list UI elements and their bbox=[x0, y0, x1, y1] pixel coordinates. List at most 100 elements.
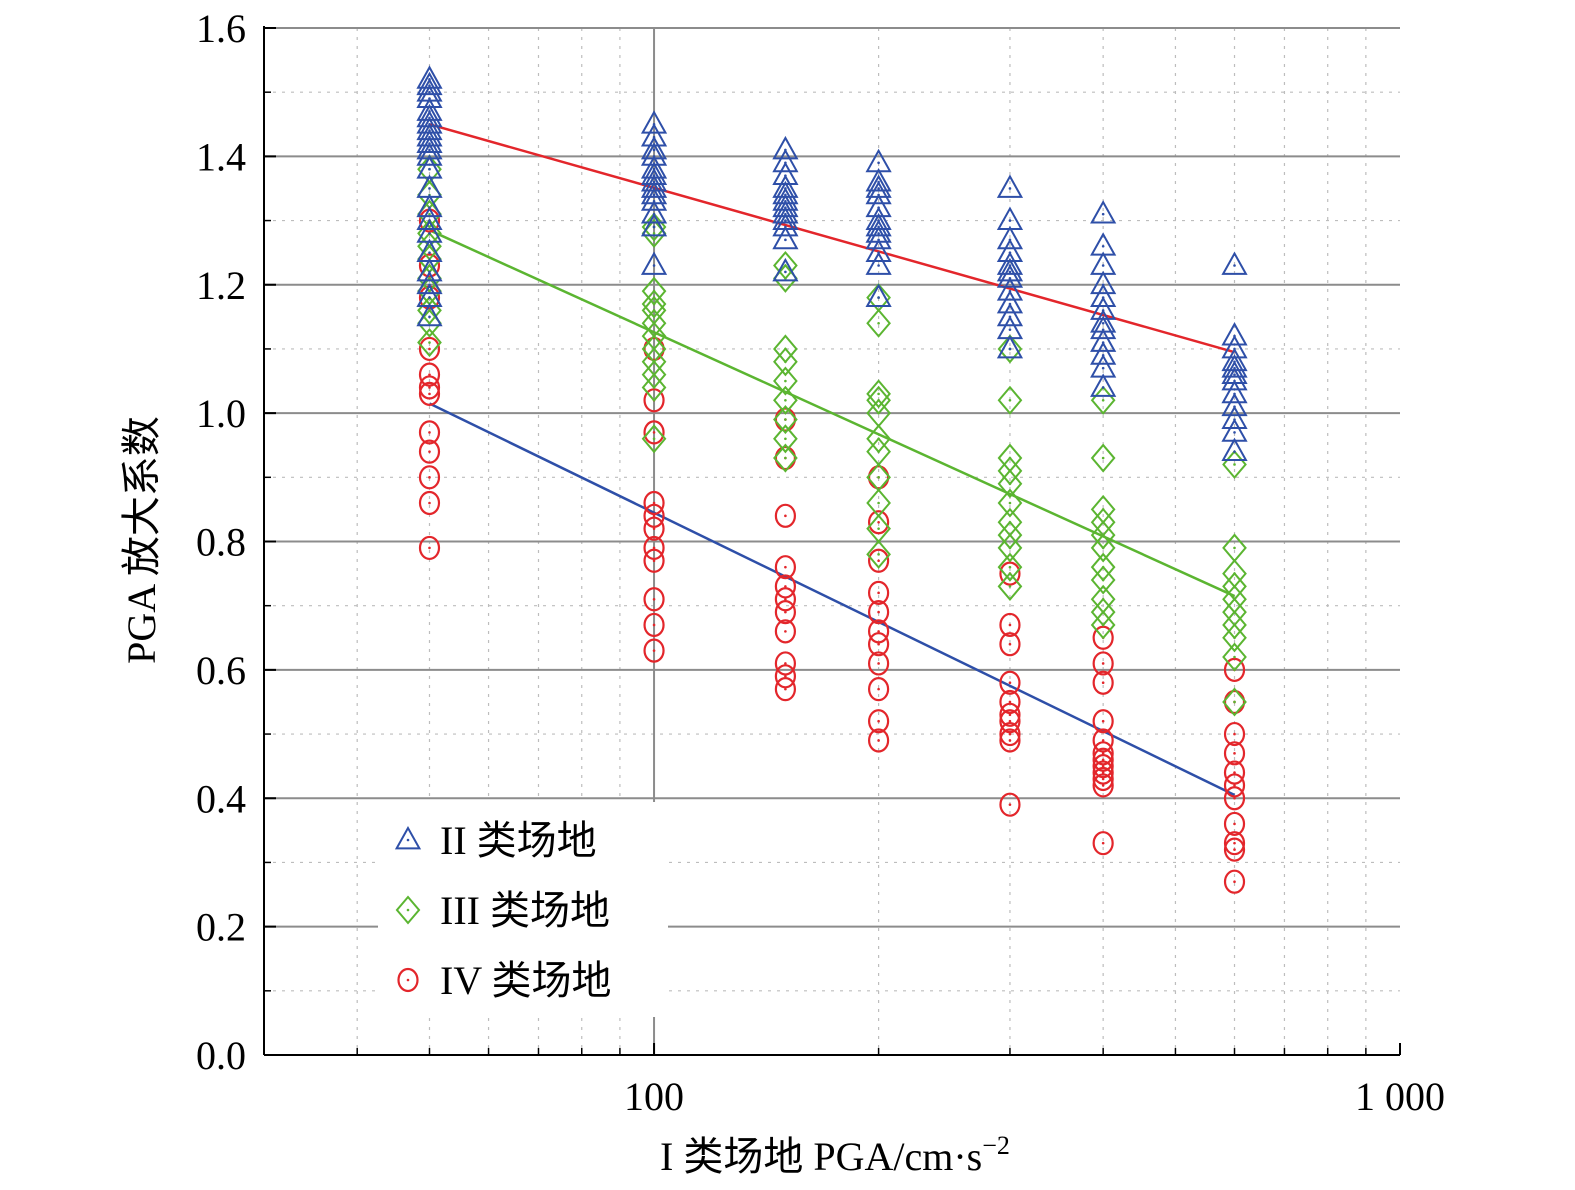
data-point bbox=[772, 212, 799, 237]
data-point-dot bbox=[1101, 719, 1105, 723]
data-point-dot bbox=[652, 559, 656, 563]
data-point-dot bbox=[1101, 623, 1105, 627]
data-point-dot bbox=[428, 546, 431, 550]
data-point-dot bbox=[428, 296, 431, 299]
data-point bbox=[996, 289, 1024, 314]
data-point-dot bbox=[428, 187, 431, 190]
data-point bbox=[640, 212, 668, 237]
data-point bbox=[418, 362, 441, 387]
y-tick-label: 1.0 bbox=[196, 391, 246, 436]
data-point bbox=[416, 302, 443, 327]
data-point bbox=[1090, 283, 1117, 307]
data-point-dot bbox=[784, 418, 787, 421]
data-point-dot bbox=[1008, 713, 1012, 717]
data-point-dot bbox=[428, 476, 431, 479]
data-point-dot bbox=[1233, 732, 1236, 736]
legend-marker-dot bbox=[406, 838, 410, 842]
data-point bbox=[418, 375, 441, 400]
data-point bbox=[867, 600, 890, 625]
data-point-dot bbox=[877, 187, 880, 190]
data-point bbox=[997, 469, 1023, 499]
data-point bbox=[1221, 366, 1248, 391]
data-point-dot bbox=[652, 597, 656, 601]
data-point bbox=[1223, 831, 1246, 856]
data-point bbox=[1223, 741, 1246, 766]
data-point bbox=[640, 110, 668, 134]
data-point bbox=[867, 465, 890, 490]
data-point-dot bbox=[1101, 784, 1105, 787]
x-axis-title-superscript: −2 bbox=[982, 1131, 1010, 1160]
data-point bbox=[643, 612, 665, 638]
data-point bbox=[1092, 831, 1114, 856]
data-point-dot bbox=[1233, 636, 1236, 640]
data-point-dot bbox=[784, 277, 787, 280]
data-point bbox=[866, 539, 891, 569]
data-point bbox=[865, 168, 892, 192]
y-tick-label: 0.8 bbox=[196, 520, 246, 565]
data-point-dot bbox=[877, 476, 880, 479]
data-point bbox=[643, 638, 665, 663]
data-point bbox=[1090, 565, 1116, 595]
data-point bbox=[416, 142, 443, 166]
data-point bbox=[867, 632, 890, 657]
data-point bbox=[1221, 379, 1248, 404]
data-point-dot bbox=[784, 360, 787, 364]
data-point bbox=[999, 561, 1021, 586]
data-point-dot bbox=[877, 739, 880, 742]
data-point bbox=[774, 664, 797, 689]
data-point-dot bbox=[1008, 739, 1012, 742]
data-point bbox=[640, 200, 668, 224]
data-point-dot bbox=[1101, 752, 1105, 755]
data-point bbox=[772, 225, 799, 250]
data-point bbox=[996, 302, 1024, 327]
data-point bbox=[866, 379, 891, 409]
data-point-dot bbox=[1101, 662, 1105, 665]
data-point-dot bbox=[652, 649, 656, 652]
data-point bbox=[1092, 625, 1114, 650]
data-point-dot bbox=[1101, 386, 1105, 389]
data-point bbox=[773, 366, 798, 396]
data-point bbox=[997, 385, 1023, 415]
data-point-dot bbox=[784, 630, 787, 633]
data-point-dot bbox=[428, 392, 431, 396]
data-point-dot bbox=[877, 527, 880, 530]
data-point-dot bbox=[1233, 784, 1236, 787]
data-point bbox=[1223, 786, 1246, 811]
data-point bbox=[643, 516, 665, 541]
data-point bbox=[996, 277, 1024, 301]
x-axis-title-text: I 类场地 PGA/cm·s bbox=[660, 1134, 982, 1179]
data-point bbox=[774, 407, 797, 432]
data-point-dot bbox=[784, 674, 787, 678]
data-point-dot bbox=[652, 501, 656, 505]
data-point-dot bbox=[1233, 822, 1236, 826]
data-point-dot bbox=[428, 315, 431, 319]
data-point bbox=[641, 289, 667, 319]
data-point-dot bbox=[877, 296, 880, 299]
data-point-dot bbox=[1008, 187, 1012, 190]
data-point-dot bbox=[784, 238, 787, 242]
data-point-dot bbox=[1008, 482, 1012, 486]
data-point-dot bbox=[1008, 623, 1012, 627]
data-point bbox=[865, 212, 892, 237]
data-point-dot bbox=[877, 450, 880, 453]
data-point bbox=[640, 187, 668, 211]
data-point-dot bbox=[877, 392, 880, 396]
data-point bbox=[774, 555, 797, 580]
data-point bbox=[774, 619, 797, 644]
data-point bbox=[416, 257, 443, 282]
data-point bbox=[1090, 533, 1116, 563]
data-point-dot bbox=[1008, 565, 1012, 569]
data-point-dot bbox=[784, 379, 787, 383]
data-point bbox=[1092, 747, 1114, 772]
data-point bbox=[1223, 773, 1246, 798]
x-tick-label: 100 bbox=[624, 1074, 684, 1119]
data-point-dot bbox=[1008, 700, 1012, 704]
data-point-dot bbox=[428, 341, 431, 344]
data-point-dot bbox=[1101, 546, 1105, 550]
data-point bbox=[999, 728, 1021, 753]
data-point-dot bbox=[1101, 321, 1105, 325]
data-point bbox=[1223, 811, 1246, 837]
data-point-dot bbox=[428, 232, 431, 235]
data-point-dot bbox=[1101, 841, 1105, 845]
y-tick-label: 1.6 bbox=[196, 6, 246, 51]
